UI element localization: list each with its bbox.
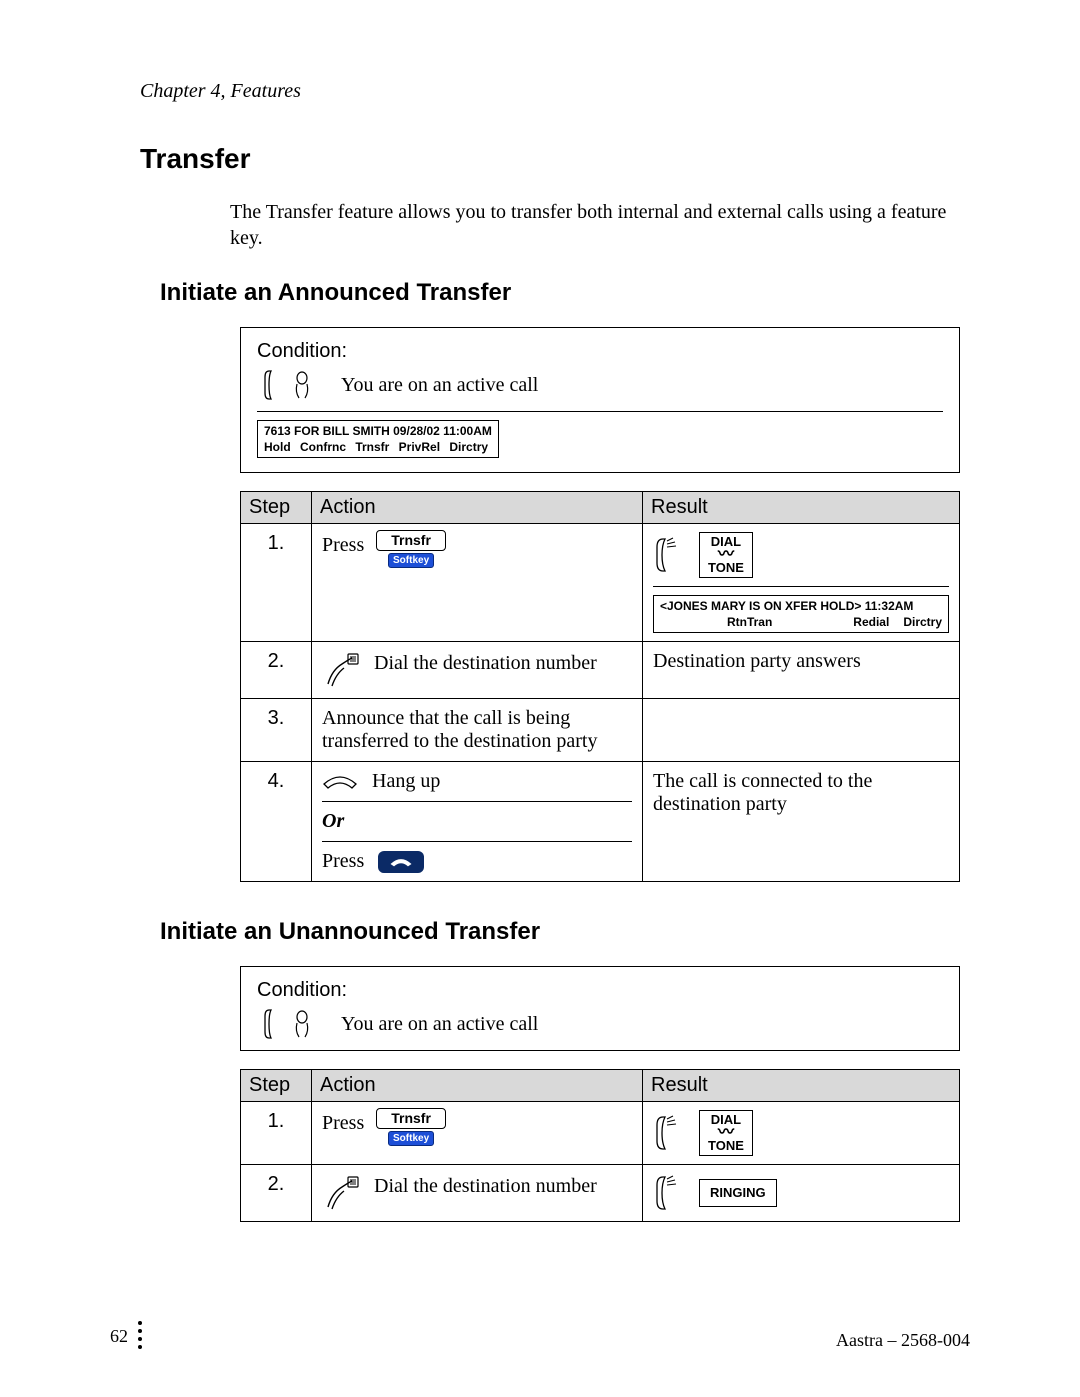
press-label: Press [322,850,364,873]
intro-paragraph: The Transfer feature allows you to trans… [230,199,970,251]
status-bottom: TONE [708,1139,744,1153]
document-page: Chapter 4, Features Transfer The Transfe… [0,0,1080,1397]
softkey-button: Trnsfr [376,1108,446,1129]
condition-label: Condition: [257,979,943,1002]
page-number: 62 [110,1326,128,1347]
condition-text: You are on an active call [341,374,538,397]
press-label: Press [322,532,364,557]
action-cell: Press Trnsfr Softkey [312,1102,643,1165]
action-text: Dial the destination number [374,1173,597,1198]
result-cell: The call is connected to the destination… [643,762,960,882]
result-cell [643,699,960,762]
hangup-text: Hang up [372,770,440,793]
step-number: 1. [241,1102,312,1165]
table-row: 1. Press Trnsfr Softkey [241,524,960,642]
softkey-chip: Softkey [388,1131,434,1146]
chapter-header: Chapter 4, Features [140,80,970,103]
status-bottom: TONE [708,561,744,575]
talking-icon [257,369,317,401]
steps-table: Step Action Result 1. Press Trnsfr Softk… [240,1069,960,1222]
or-label: Or [322,810,632,833]
result-text: The call is connected to the destination… [653,770,872,815]
steps-table: Step Action Result 1. Press Trnsfr Softk… [240,491,960,882]
col-header-action: Action [312,1070,643,1102]
softkey-chip: Softkey [388,553,434,568]
softkey-badge: Trnsfr Softkey [376,530,446,568]
step-number: 2. [241,642,312,699]
subsection-title: Initiate an Unannounced Transfer [160,918,970,946]
col-header-action: Action [312,492,643,524]
action-cell: Dial the destination number [312,642,643,699]
dial-hand-icon [322,1173,362,1213]
status-badge: DIAL 〰 TONE [699,532,753,578]
page-footer: 62 Aastra – 2568-004 [110,1321,970,1351]
lcd-softkey: RtnTran [660,615,839,631]
handset-icon [653,1173,681,1213]
divider [322,841,632,842]
step-number: 1. [241,524,312,642]
action-text: Announce that the call is being transfer… [322,707,597,752]
col-header-step: Step [241,492,312,524]
divider [322,801,632,802]
table-row: 4. Hang up Or Press [241,762,960,882]
condition-label: Condition: [257,340,943,363]
status-badge: DIAL 〰 TONE [699,1110,753,1156]
action-cell: Dial the destination number [312,1164,643,1221]
squiggle-icon: 〰 [708,1127,744,1138]
divider [653,586,949,587]
condition-text: You are on an active call [341,1013,538,1036]
lcd-softkey: Redial [853,615,889,631]
condition-box: Condition: You are on an active call 761… [240,327,960,473]
step-number: 2. [241,1164,312,1221]
handset-down-icon [322,772,358,792]
dots-icon [138,1321,142,1351]
step-number: 3. [241,699,312,762]
condition-box: Condition: You are on an active call [240,966,960,1051]
action-cell: Press Trnsfr Softkey [312,524,643,642]
dial-hand-icon [322,650,362,690]
table-row: 1. Press Trnsfr Softkey [241,1102,960,1165]
lcd-display: <JONES MARY IS ON XFER HOLD> 11:32AM Rtn… [653,595,949,633]
lcd-line: <JONES MARY IS ON XFER HOLD> 11:32AM [660,599,942,615]
softkey-button: Trnsfr [376,530,446,551]
action-cell: Announce that the call is being transfer… [312,699,643,762]
col-header-step: Step [241,1070,312,1102]
result-text: Destination party answers [653,650,861,672]
divider [257,411,943,412]
softkey-badge: Trnsfr Softkey [376,1108,446,1146]
result-cell: DIAL 〰 TONE <JONES MARY IS ON XFER HOLD>… [643,524,960,642]
subsection-title: Initiate an Announced Transfer [160,279,970,307]
press-label: Press [322,1110,364,1135]
section-title: Transfer [140,143,970,175]
step-number: 4. [241,762,312,882]
col-header-result: Result [643,492,960,524]
handset-icon [653,1113,681,1153]
action-text: Dial the destination number [374,650,597,675]
table-row: 2. Dial the destination number [241,1164,960,1221]
lcd-display: 7613 FOR BILL SMITH 09/28/02 11:00AM Hol… [257,420,499,458]
result-cell: DIAL 〰 TONE [643,1102,960,1165]
lcd-line: RtnTran Redial Dirctry [660,615,942,631]
lcd-softkey: Dirctry [903,615,942,631]
lcd-line: Hold Confrnc Trnsfr PrivRel Dirctry [264,440,492,456]
status-badge: RINGING [699,1179,777,1207]
squiggle-icon: 〰 [708,549,744,560]
col-header-result: Result [643,1070,960,1102]
table-row: 2. Dial the destination number [241,642,960,699]
result-cell: RINGING [643,1164,960,1221]
doc-id: Aastra – 2568-004 [836,1330,970,1351]
lcd-line: 7613 FOR BILL SMITH 09/28/02 11:00AM [264,424,492,440]
table-row: 3. Announce that the call is being trans… [241,699,960,762]
release-button-icon [378,851,424,873]
result-cell: Destination party answers [643,642,960,699]
talking-icon [257,1008,317,1040]
status-text: RINGING [710,1186,766,1200]
action-cell: Hang up Or Press [312,762,643,882]
handset-icon [653,535,681,575]
